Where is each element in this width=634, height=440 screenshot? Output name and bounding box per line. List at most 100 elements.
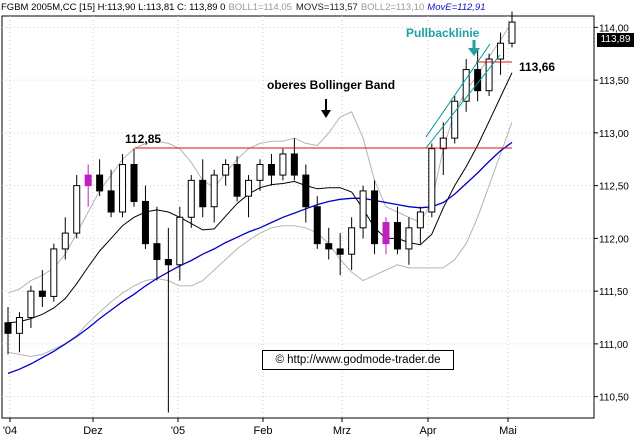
candle-body xyxy=(119,164,127,213)
candle-body xyxy=(187,179,195,218)
candle-body xyxy=(27,290,35,318)
candle-body xyxy=(199,179,207,208)
candle xyxy=(382,217,390,255)
y-tick-label: 111,00 xyxy=(599,340,629,351)
candle-body xyxy=(382,222,390,245)
candle-body xyxy=(508,21,516,44)
y-tick-label: 114,00 xyxy=(599,23,629,34)
candle-body xyxy=(439,137,447,150)
candle-body xyxy=(15,317,23,334)
candle-body xyxy=(267,164,275,176)
candle xyxy=(153,206,161,281)
candle xyxy=(313,196,321,249)
x-tick-label: '04 xyxy=(3,425,17,437)
x-tick-label: Mai xyxy=(499,425,517,437)
bollinger-arrow-icon xyxy=(321,99,331,118)
candle xyxy=(462,59,470,112)
candle xyxy=(187,175,195,228)
candle-body xyxy=(325,243,333,250)
candle xyxy=(50,243,58,302)
candle xyxy=(199,159,207,218)
x-tick-label: Dez xyxy=(83,425,103,437)
candle xyxy=(141,185,149,249)
candle-body xyxy=(451,100,459,139)
candle-body xyxy=(279,153,287,176)
candle-body xyxy=(50,248,58,297)
candle-body xyxy=(371,190,379,245)
candle xyxy=(164,227,172,413)
candle xyxy=(485,53,493,96)
y-tick-label: 112,50 xyxy=(599,182,629,193)
copyright-box: © http://www.godmode-trader.de xyxy=(262,350,454,370)
candle-body xyxy=(485,58,493,92)
x-tick-label: Mrz xyxy=(333,425,351,437)
candle xyxy=(119,153,127,218)
candle-body xyxy=(222,164,230,176)
candle-body xyxy=(38,290,46,297)
candle-body xyxy=(164,258,172,266)
header-boll1: BOLL1=114,05 xyxy=(228,2,292,13)
candle xyxy=(428,143,436,218)
y-axis: 110,50 111,00 111,50 112,00 112,50 113,00 113,… xyxy=(594,23,629,404)
candle-body xyxy=(210,174,218,208)
x-tick-label: '05 xyxy=(171,425,185,437)
candle xyxy=(405,217,413,265)
candle-body xyxy=(428,148,436,213)
x-tick-label: Feb xyxy=(254,425,273,437)
candle-body xyxy=(393,222,401,250)
y-tick-label: 112,00 xyxy=(599,234,629,245)
candle-body xyxy=(96,174,104,192)
candle-body xyxy=(176,216,184,266)
candle-body xyxy=(245,179,253,197)
candle xyxy=(96,159,104,197)
candle xyxy=(130,148,138,207)
y-tick-label: 110,50 xyxy=(599,393,629,404)
candle xyxy=(279,148,287,181)
indicator-lines xyxy=(7,21,513,375)
candle-body xyxy=(336,248,344,255)
candle-body xyxy=(61,232,69,250)
candle-body xyxy=(416,211,424,229)
candle xyxy=(474,48,482,102)
candle-body xyxy=(130,164,138,202)
candle xyxy=(439,122,447,176)
move-line xyxy=(7,141,513,375)
candle-body xyxy=(313,206,321,245)
label-113-66: 113,66 xyxy=(519,60,555,74)
candle xyxy=(325,227,333,260)
pullback-channel-line xyxy=(425,43,491,138)
current-price-label: 113,89 xyxy=(597,33,634,47)
header-move: MovE=112,91 xyxy=(427,2,486,13)
candle-body xyxy=(141,200,149,245)
candle xyxy=(267,153,275,186)
candle xyxy=(38,270,46,307)
candles xyxy=(4,11,516,413)
candle xyxy=(15,312,23,353)
y-tick-label: 113,00 xyxy=(599,129,629,140)
candle xyxy=(359,185,367,239)
candle xyxy=(393,206,401,255)
candle xyxy=(497,32,505,75)
chart-header: FGBM 2005M,CC [15] H:113,90 L:113,81 C: … xyxy=(0,0,634,16)
candle xyxy=(290,138,298,181)
label-pullbacklinie: Pullbacklinie xyxy=(406,26,480,40)
candle xyxy=(245,175,253,218)
candle xyxy=(348,217,356,271)
candle xyxy=(176,206,184,281)
x-tick-label: Apr xyxy=(419,425,436,437)
header-movs: MOVS=113,57 xyxy=(295,2,358,13)
header-instrument-summary: FGBM 2005M,CC [15] H:113,90 L:113,81 C: … xyxy=(1,2,226,13)
candle-body xyxy=(153,243,161,260)
candle xyxy=(210,169,218,223)
plot-frame xyxy=(1,15,595,419)
bollinger-lower-line xyxy=(7,122,513,358)
candle xyxy=(336,233,344,276)
candle-body xyxy=(462,69,470,102)
candle xyxy=(508,11,516,48)
candle-body xyxy=(107,190,115,213)
candle-body xyxy=(84,174,92,187)
movs-line xyxy=(7,72,513,324)
candle-body xyxy=(497,42,505,60)
